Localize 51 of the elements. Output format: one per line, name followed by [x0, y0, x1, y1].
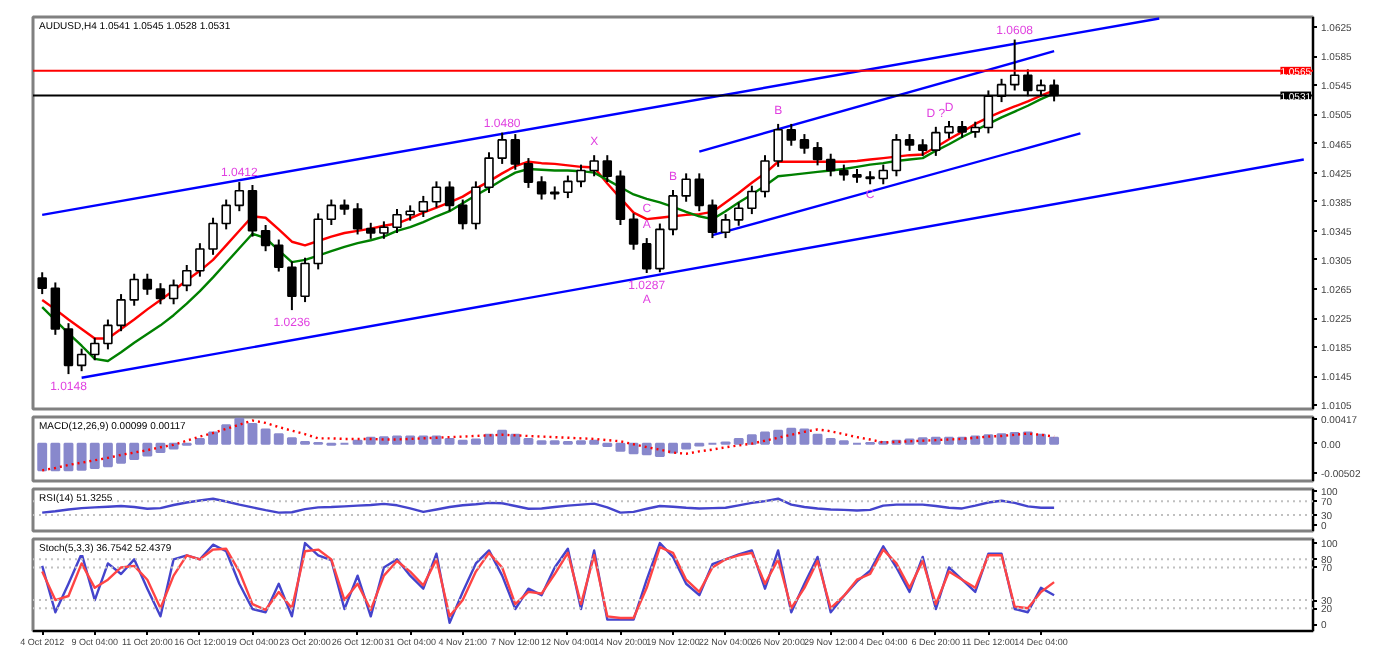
candlestick: [471, 180, 481, 231]
bar: [996, 433, 1007, 445]
candlestick: [825, 152, 836, 178]
bar: [431, 435, 442, 445]
candlestick: [733, 201, 744, 227]
candlestick: [931, 125, 941, 157]
candlestick: [523, 157, 534, 189]
candlestick: [352, 202, 363, 236]
candlestick: [247, 184, 258, 238]
candlestick: [392, 208, 402, 234]
candlestick: [786, 122, 797, 147]
candlestick: [50, 281, 61, 336]
candlestick: [694, 172, 705, 213]
candlestick: [641, 237, 652, 274]
candlestick: [484, 151, 494, 194]
candlestick: [168, 278, 179, 306]
candlestick: [260, 224, 271, 253]
line-series: [41, 497, 1056, 514]
candlestick: [615, 169, 626, 226]
candlestick: [418, 194, 429, 218]
candlestick: [602, 154, 613, 184]
candlestick: [63, 322, 74, 376]
candlestick: [1009, 38, 1020, 92]
candlestick: [457, 198, 468, 231]
candlestick: [878, 163, 889, 186]
candlestick: [444, 180, 455, 213]
candlestick: [274, 238, 284, 273]
candlestick: [812, 141, 823, 167]
candlestick: [707, 198, 718, 240]
candlestick: [129, 272, 139, 307]
candlestick: [497, 131, 507, 165]
candlestick: [195, 242, 205, 278]
candlestick: [234, 181, 245, 213]
candlestick: [76, 347, 87, 373]
line-series: [41, 419, 1056, 472]
candlestick: [536, 175, 547, 201]
candlestick: [891, 133, 902, 178]
candlestick: [155, 282, 166, 306]
candlestick: [773, 122, 783, 168]
candlestick: [681, 172, 691, 203]
candlestick: [431, 180, 442, 209]
candlestick: [90, 336, 100, 362]
candlestick: [510, 133, 521, 171]
candlestick: [37, 271, 47, 296]
candlestick: [326, 198, 337, 226]
candlestick: [628, 212, 639, 251]
bar: [247, 423, 258, 445]
candlestick: [720, 213, 731, 240]
candlestick: [142, 272, 153, 296]
candlestick: [799, 133, 810, 155]
candlestick: [182, 264, 192, 293]
